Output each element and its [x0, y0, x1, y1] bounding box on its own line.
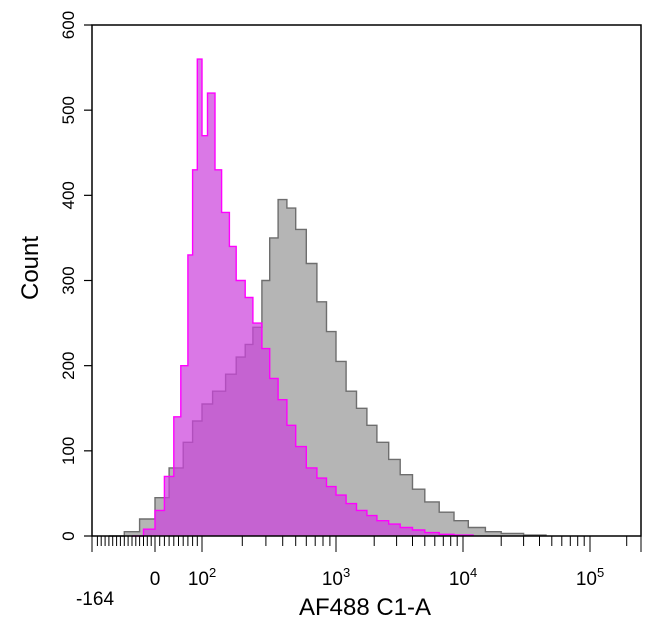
- y-tick-label: 200: [59, 352, 78, 380]
- x-tick-label: -164: [76, 589, 114, 610]
- y-tick-label: 0: [59, 531, 78, 540]
- y-tick-label: 500: [59, 96, 78, 124]
- series-2-area: [132, 59, 474, 536]
- x-tick-label: 105: [576, 565, 604, 590]
- y-tick-label: 400: [59, 181, 78, 209]
- series-2-outline: [132, 58, 474, 537]
- x-tick-label: 0: [150, 569, 161, 590]
- y-tick-label: 100: [59, 437, 78, 465]
- y-tick-label: 300: [59, 266, 78, 294]
- x-tick-label: 104: [449, 565, 477, 590]
- y-axis: 0 100 200 300 400 500 600: [59, 11, 92, 541]
- x-axis-title: AF488 C1-A: [299, 594, 431, 621]
- x-tick-label: 102: [188, 565, 216, 590]
- y-axis-title: Count: [17, 236, 44, 300]
- x-tick-label: 103: [322, 565, 350, 590]
- series-layer: [108, 58, 547, 537]
- y-tick-label: 600: [59, 11, 78, 39]
